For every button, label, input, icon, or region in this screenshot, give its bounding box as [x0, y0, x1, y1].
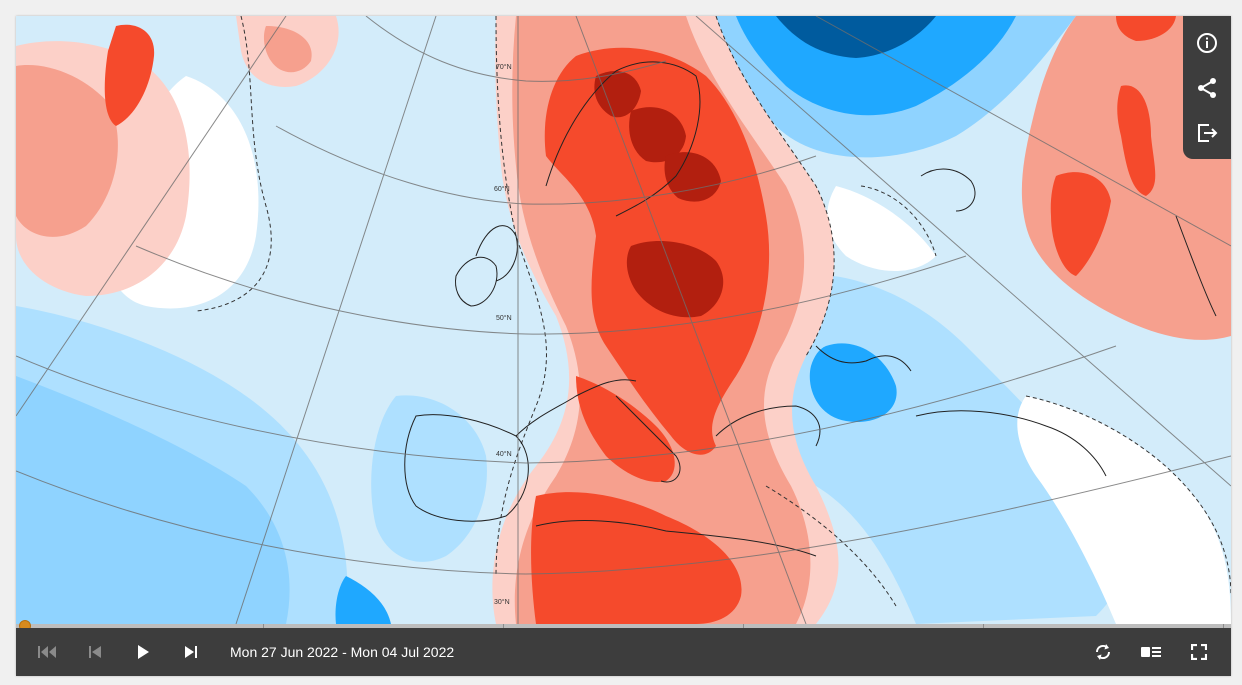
neutral-band-east — [827, 186, 936, 271]
greenland-warm-spot — [104, 24, 155, 126]
scandinavia-heat-deep — [594, 71, 641, 118]
timeline-tick — [983, 624, 984, 628]
lat-label-50: 50°N — [496, 314, 512, 322]
fullscreen-icon — [1191, 644, 1207, 660]
mediterranean-cold-core — [809, 343, 897, 422]
coastlines — [404, 61, 1217, 557]
canary-cold-core — [335, 576, 391, 624]
ural-heat-strong — [1117, 85, 1156, 196]
play-button[interactable] — [112, 628, 174, 676]
skip-to-start-icon — [38, 646, 56, 658]
step-back-icon — [89, 646, 101, 658]
lat-label-30: 30°N — [494, 598, 510, 606]
export-icon — [1198, 123, 1218, 142]
loop-button[interactable] — [1079, 628, 1127, 676]
info-button[interactable] — [1187, 24, 1227, 61]
arctic-russia-heat-strong — [1116, 16, 1176, 41]
lat-label-70: 70°N — [496, 63, 512, 71]
fullscreen-button[interactable] — [1175, 628, 1223, 676]
lat-label-40: 40°N — [496, 450, 512, 458]
loop-icon — [1095, 644, 1111, 660]
side-toolbar — [1183, 16, 1231, 159]
player-controls: Mon 27 Jun 2022 - Mon 04 Jul 2022 — [16, 628, 1231, 676]
arctic-cold-deep — [776, 16, 936, 58]
map-canvas: 70°N 60°N 50°N 40°N 30°N — [16, 16, 1231, 624]
legend-icon — [1141, 647, 1161, 657]
anomaly-map[interactable]: 70°N 60°N 50°N 40°N 30°N — [16, 16, 1231, 624]
play-icon — [138, 645, 149, 659]
greenland-warm-core — [263, 26, 312, 73]
neutral-band-southeast — [1017, 396, 1231, 624]
info-icon — [1197, 32, 1217, 53]
timeline-tick — [503, 624, 504, 628]
graticule — [16, 16, 1231, 624]
baltic-heat-deep — [664, 152, 721, 202]
canada-warm-core — [16, 65, 118, 237]
timeline-tick — [1223, 624, 1224, 628]
atlantic-cold-core — [16, 376, 290, 624]
share-button[interactable] — [1187, 69, 1227, 106]
zero-contours — [195, 16, 1231, 607]
timeline-tick — [263, 624, 264, 628]
sahara-heat-strong — [531, 492, 742, 624]
skip-to-start-button[interactable] — [16, 628, 78, 676]
export-button[interactable] — [1187, 114, 1227, 151]
legend-button[interactable] — [1127, 628, 1175, 676]
lat-label-60: 60°N — [494, 185, 510, 193]
caspian-heat-strong — [1050, 172, 1111, 276]
date-range-label: Mon 27 Jun 2022 - Mon 04 Jul 2022 — [230, 644, 455, 660]
share-icon — [1198, 77, 1216, 98]
map-viewer: 70°N 60°N 50°N 40°N 30°N — [16, 16, 1231, 676]
timeline-tick — [743, 624, 744, 628]
step-forward-button[interactable] — [174, 628, 208, 676]
step-forward-icon — [185, 646, 197, 658]
step-back-button[interactable] — [78, 628, 112, 676]
finland-heat-deep — [629, 107, 686, 163]
